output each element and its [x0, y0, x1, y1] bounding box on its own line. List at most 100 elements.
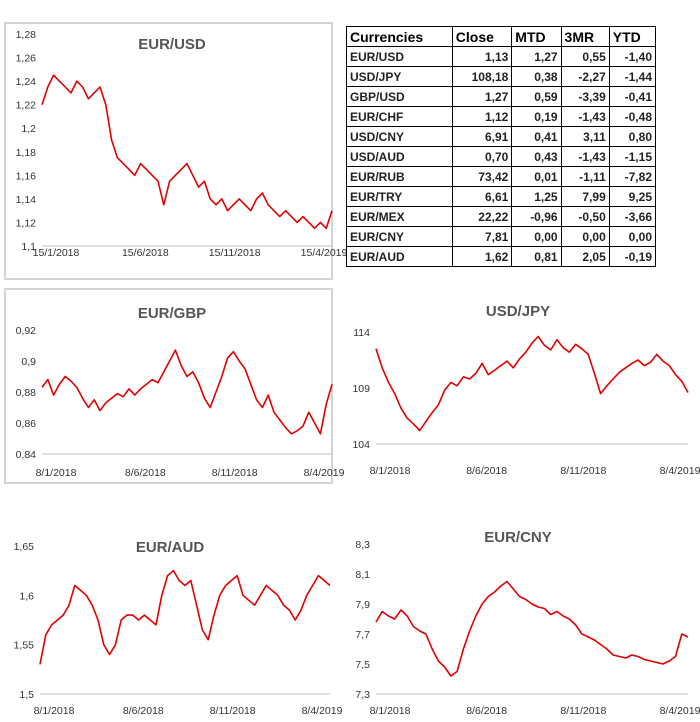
table-row: EUR/CNY 7,81 0,00 0,00 0,00: [346, 226, 657, 247]
y-tick-label: 0,92: [16, 325, 37, 337]
y-tick-label: 8,3: [355, 539, 370, 551]
x-tick-label: 8/4/2019: [302, 705, 343, 717]
x-tick-label: 8/4/2019: [660, 705, 700, 717]
series-line: [41, 74, 333, 230]
y-tick-label: 1,2: [21, 123, 36, 135]
y-tick-label: 7,7: [355, 629, 370, 641]
cell-r3m: 3,11: [560, 126, 610, 147]
y-tick-label: 7,3: [355, 689, 370, 701]
cell-ytd: -1,44: [608, 66, 657, 87]
cell-pair: USD/CNY: [346, 126, 453, 147]
cell-mtd: 1,25: [511, 186, 562, 207]
cell-r3m: 7,99: [560, 186, 610, 207]
cell-pair: EUR/MEX: [346, 206, 453, 227]
y-tick-label: 8,1: [355, 569, 370, 581]
x-tick-label: 8/6/2018: [466, 465, 507, 477]
series-line: [375, 335, 689, 432]
y-tick-label: 0,86: [16, 418, 37, 430]
chart-usd-jpy: USD/JPY 114 109 104 8/1/2018 8/6/2018 8/11/201…: [338, 288, 700, 484]
currencies-table: Currencies Close MTD 3MR YTD EUR/USD 1,13…: [346, 26, 657, 267]
cell-ytd: -1,15: [608, 146, 657, 167]
cell-pair: USD/JPY: [346, 66, 453, 87]
cell-close: 22,22: [451, 206, 513, 227]
cell-mtd: -0,96: [511, 206, 562, 227]
cell-close: 73,42: [451, 166, 513, 187]
y-tick-label: 114: [353, 327, 370, 339]
chart-title: USD/JPY: [486, 303, 550, 320]
col-header-3mr: 3MR: [560, 26, 610, 47]
y-tick-label: 1,1: [21, 241, 36, 253]
cell-pair: EUR/USD: [346, 46, 453, 67]
x-tick-label: 8/11/2018: [212, 467, 258, 479]
chart-title: EUR/USD: [138, 36, 206, 53]
cell-close: 1,62: [451, 246, 513, 267]
col-header-ytd: YTD: [608, 26, 657, 47]
col-header-mtd: MTD: [511, 26, 562, 47]
x-tick-label: 8/11/2018: [560, 705, 606, 717]
cell-ytd: -0,19: [608, 246, 657, 267]
x-tick-label: 8/6/2018: [125, 467, 166, 479]
x-tick-label: 8/4/2019: [304, 467, 345, 479]
cell-ytd: 0,00: [608, 226, 657, 247]
series-line: [375, 580, 689, 677]
cell-mtd: 0,43: [511, 146, 562, 167]
chart-eur-cny: EUR/CNY 8,3 8,1 7,9 7,7 7,5 7,3 8/1/2018 8/6/201…: [338, 522, 700, 722]
chart-svg: EUR/GBP 0,92 0,9 0,88 0,86 0,84 8/1/2018 8/6/20…: [16, 305, 345, 479]
cell-mtd: 0,00: [511, 226, 562, 247]
x-tick-label: 8/1/2018: [36, 467, 77, 479]
cell-close: 6,61: [451, 186, 513, 207]
table-row: USD/JPY 108,18 0,38 -2,27 -1,44: [346, 66, 657, 87]
y-tick-label: 0,84: [16, 449, 37, 461]
y-tick-label: 1,22: [16, 100, 37, 112]
cell-mtd: 0,19: [511, 106, 562, 127]
chart-title: EUR/GBP: [138, 305, 206, 322]
y-tick-label: 1,24: [16, 76, 37, 88]
cell-r3m: -2,27: [560, 66, 610, 87]
y-tick-label: 1,14: [16, 194, 37, 206]
cell-mtd: 0,59: [511, 86, 562, 107]
table-row: USD/AUD 0,70 0,43 -1,43 -1,15: [346, 146, 657, 167]
cell-r3m: -1,11: [560, 166, 610, 187]
cell-mtd: 1,27: [511, 46, 562, 67]
y-tick-label: 1,5: [19, 689, 34, 701]
cell-mtd: 0,41: [511, 126, 562, 147]
table-row: EUR/CHF 1,12 0,19 -1,43 -0,48: [346, 106, 657, 127]
y-tick-label: 1,55: [14, 640, 35, 652]
x-tick-label: 8/6/2018: [466, 705, 507, 717]
chart-svg: USD/JPY 114 109 104 8/1/2018 8/6/2018 8/11/201…: [352, 303, 700, 477]
cell-ytd: -3,66: [608, 206, 657, 227]
x-tick-label: 8/1/2018: [34, 705, 75, 717]
chart-title: EUR/AUD: [136, 539, 205, 556]
y-tick-label: 0,88: [16, 387, 37, 399]
table-header-row: Currencies Close MTD 3MR YTD: [346, 26, 657, 47]
cell-ytd: 0,80: [608, 126, 657, 147]
table-row: EUR/RUB 73,42 0,01 -1,11 -7,82: [346, 166, 657, 187]
cell-ytd: -0,48: [608, 106, 657, 127]
cell-r3m: 2,05: [560, 246, 610, 267]
x-tick-label: 15/11/2018: [209, 247, 261, 259]
chart-eur-usd: EUR/USD 1,28 1,26 1,24 1,22 1,2 1,18 1,16 1,14 1,…: [4, 22, 348, 280]
table-row: EUR/TRY 6,61 1,25 7,99 9,25: [346, 186, 657, 207]
x-tick-label: 8/4/2019: [660, 465, 700, 477]
y-tick-label: 7,5: [355, 659, 370, 671]
cell-pair: EUR/AUD: [346, 246, 453, 267]
chart-title: EUR/CNY: [484, 529, 552, 546]
x-tick-label: 15/6/2018: [122, 247, 169, 259]
chart-eur-gbp: EUR/GBP 0,92 0,9 0,88 0,86 0,84 8/1/2018 8/6/20…: [4, 288, 345, 484]
y-tick-label: 1,16: [16, 170, 37, 182]
table-title: Currencies: [346, 26, 453, 47]
y-tick-label: 109: [352, 383, 370, 395]
x-tick-label: 8/11/2018: [560, 465, 606, 477]
col-header-close: Close: [451, 26, 513, 47]
cell-r3m: 0,00: [560, 226, 610, 247]
x-tick-label: 15/1/2018: [33, 247, 80, 259]
table-row: EUR/MEX 22,22 -0,96 -0,50 -3,66: [346, 206, 657, 227]
table-row: EUR/USD 1,13 1,27 0,55 -1,40: [346, 46, 657, 67]
cell-ytd: 9,25: [608, 186, 657, 207]
y-tick-label: 0,9: [21, 356, 36, 368]
cell-r3m: -3,39: [560, 86, 610, 107]
cell-r3m: -1,43: [560, 146, 610, 167]
cell-mtd: 0,38: [511, 66, 562, 87]
chart-svg: EUR/AUD 1,65 1,6 1,55 1,58/1/2018 8/6/2018 8/1…: [14, 539, 343, 717]
chart-svg: EUR/USD 1,28 1,26 1,24 1,22 1,2 1,18 1,16 1,14 1,…: [16, 29, 348, 259]
